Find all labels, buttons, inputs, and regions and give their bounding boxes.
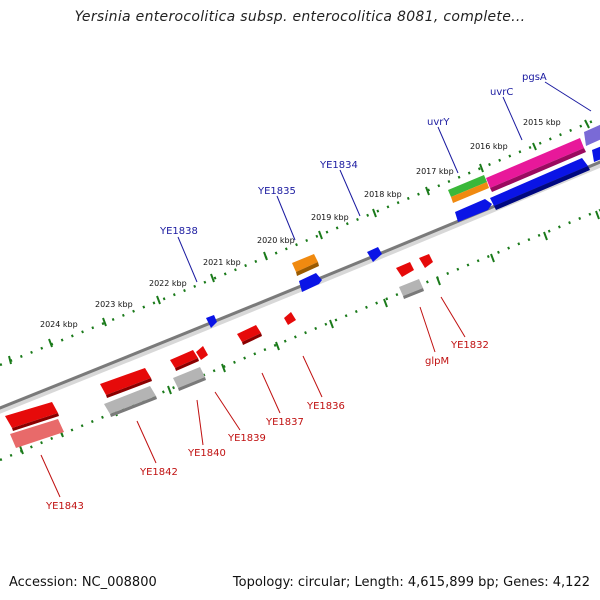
- reverse-leader-lines: [40, 296, 466, 498]
- red-feature-ye1843[interactable]: [5, 402, 58, 428]
- scale-label-2022: 2022 kbp: [149, 279, 187, 288]
- orange-feature-upper[interactable]: [451, 182, 489, 203]
- red-feature-ye1837[interactable]: [237, 325, 261, 342]
- topology-summary-text: Topology: circular; Length: 4,615,899 bp…: [232, 575, 590, 590]
- orange-feature[interactable]: [292, 254, 318, 272]
- green-feature[interactable]: [448, 175, 487, 197]
- gene-label-ye1843[interactable]: YE1843: [45, 501, 84, 512]
- grey-feature-ye1842[interactable]: [104, 386, 156, 414]
- scale-label-2017: 2017 kbp: [416, 167, 454, 176]
- pink-feature-ye1843[interactable]: [10, 419, 64, 448]
- gene-label-glpm[interactable]: glpM: [425, 356, 449, 367]
- forward-features: [206, 124, 600, 328]
- scale-label-2018: 2018 kbp: [364, 190, 402, 199]
- gene-label-ye1840[interactable]: YE1840: [187, 448, 226, 459]
- blue-feature-long[interactable]: [490, 158, 588, 206]
- blue-feature-mid[interactable]: [299, 273, 322, 292]
- gene-label-uvry[interactable]: uvrY: [427, 117, 450, 128]
- gene-label-pgsa[interactable]: pgsA: [522, 72, 547, 83]
- red-feature-ye1836[interactable]: [284, 312, 296, 325]
- forward-leader-lines: [177, 81, 592, 283]
- grey-feature-glpm[interactable]: [399, 279, 423, 296]
- scale-label-2015: 2015 kbp: [523, 118, 561, 127]
- scale-label-2020: 2020 kbp: [257, 236, 295, 245]
- outer-scale-track: [0, 116, 600, 367]
- red-feature-ye1832a[interactable]: [396, 262, 414, 277]
- outer-major-ticks: [8, 119, 590, 365]
- gene-label-ye1834[interactable]: YE1834: [319, 160, 358, 171]
- blue-feature-short[interactable]: [455, 199, 492, 222]
- gene-label-ye1835[interactable]: YE1835: [257, 186, 296, 197]
- gene-label-ye1842[interactable]: YE1842: [139, 467, 178, 478]
- scale-label-2024: 2024 kbp: [40, 320, 78, 329]
- blue-feature-small[interactable]: [367, 247, 382, 262]
- red-feature-ye1832b[interactable]: [419, 254, 433, 268]
- red-feature-ye1842[interactable]: [100, 368, 151, 395]
- gene-label-ye1838[interactable]: YE1838: [159, 226, 198, 237]
- gene-label-ye1836[interactable]: YE1836: [306, 401, 345, 412]
- purple-feature[interactable]: [584, 124, 600, 146]
- gene-label-uvrc[interactable]: uvrC: [490, 87, 513, 98]
- scale-label-2021: 2021 kbp: [203, 258, 241, 267]
- red-feature-ye1840[interactable]: [196, 346, 208, 360]
- gene-label-ye1837[interactable]: YE1837: [265, 417, 304, 428]
- red-feature-ye1839[interactable]: [170, 350, 198, 368]
- gene-label-ye1839[interactable]: YE1839: [227, 433, 266, 444]
- blue-feature-tiny[interactable]: [206, 315, 217, 328]
- scale-label-2023: 2023 kbp: [95, 300, 133, 309]
- accession-text: Accession: NC_008800: [9, 575, 157, 590]
- scale-label-2019: 2019 kbp: [311, 213, 349, 222]
- magenta-feature[interactable]: [486, 138, 584, 188]
- map-title: Yersinia enterocolitica subsp. enterocol…: [74, 9, 526, 25]
- inner-major-ticks: [19, 210, 600, 455]
- scale-label-2016: 2016 kbp: [470, 142, 508, 151]
- reverse-features: [5, 254, 433, 448]
- grey-feature-ye1840[interactable]: [173, 367, 205, 388]
- gene-label-ye1832[interactable]: YE1832: [450, 340, 489, 351]
